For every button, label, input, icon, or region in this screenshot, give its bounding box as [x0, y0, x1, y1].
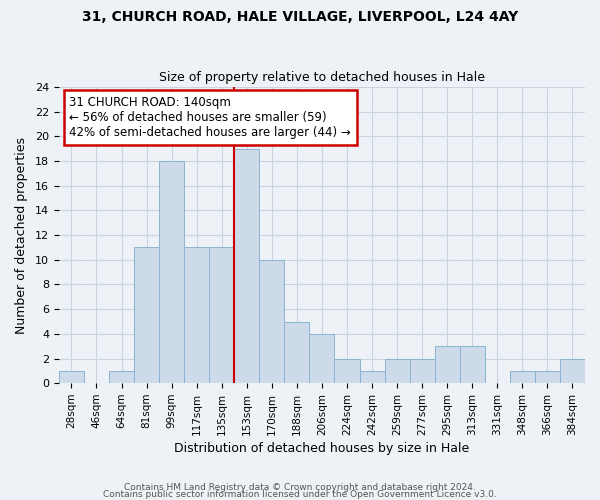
Bar	[184, 248, 209, 383]
Bar	[59, 371, 84, 383]
Bar	[234, 149, 259, 383]
Bar	[434, 346, 460, 383]
Bar	[535, 371, 560, 383]
Bar	[359, 371, 385, 383]
Bar	[310, 334, 334, 383]
X-axis label: Distribution of detached houses by size in Hale: Distribution of detached houses by size …	[175, 442, 470, 455]
Bar	[109, 371, 134, 383]
Bar	[510, 371, 535, 383]
Bar	[159, 161, 184, 383]
Bar	[410, 358, 434, 383]
Bar	[209, 248, 234, 383]
Text: Contains HM Land Registry data © Crown copyright and database right 2024.: Contains HM Land Registry data © Crown c…	[124, 484, 476, 492]
Text: 31 CHURCH ROAD: 140sqm
← 56% of detached houses are smaller (59)
42% of semi-det: 31 CHURCH ROAD: 140sqm ← 56% of detached…	[70, 96, 351, 139]
Bar	[385, 358, 410, 383]
Text: 31, CHURCH ROAD, HALE VILLAGE, LIVERPOOL, L24 4AY: 31, CHURCH ROAD, HALE VILLAGE, LIVERPOOL…	[82, 10, 518, 24]
Title: Size of property relative to detached houses in Hale: Size of property relative to detached ho…	[159, 72, 485, 85]
Bar	[460, 346, 485, 383]
Bar	[134, 248, 159, 383]
Bar	[284, 322, 310, 383]
Text: Contains public sector information licensed under the Open Government Licence v3: Contains public sector information licen…	[103, 490, 497, 499]
Bar	[334, 358, 359, 383]
Bar	[259, 260, 284, 383]
Y-axis label: Number of detached properties: Number of detached properties	[15, 136, 28, 334]
Bar	[560, 358, 585, 383]
